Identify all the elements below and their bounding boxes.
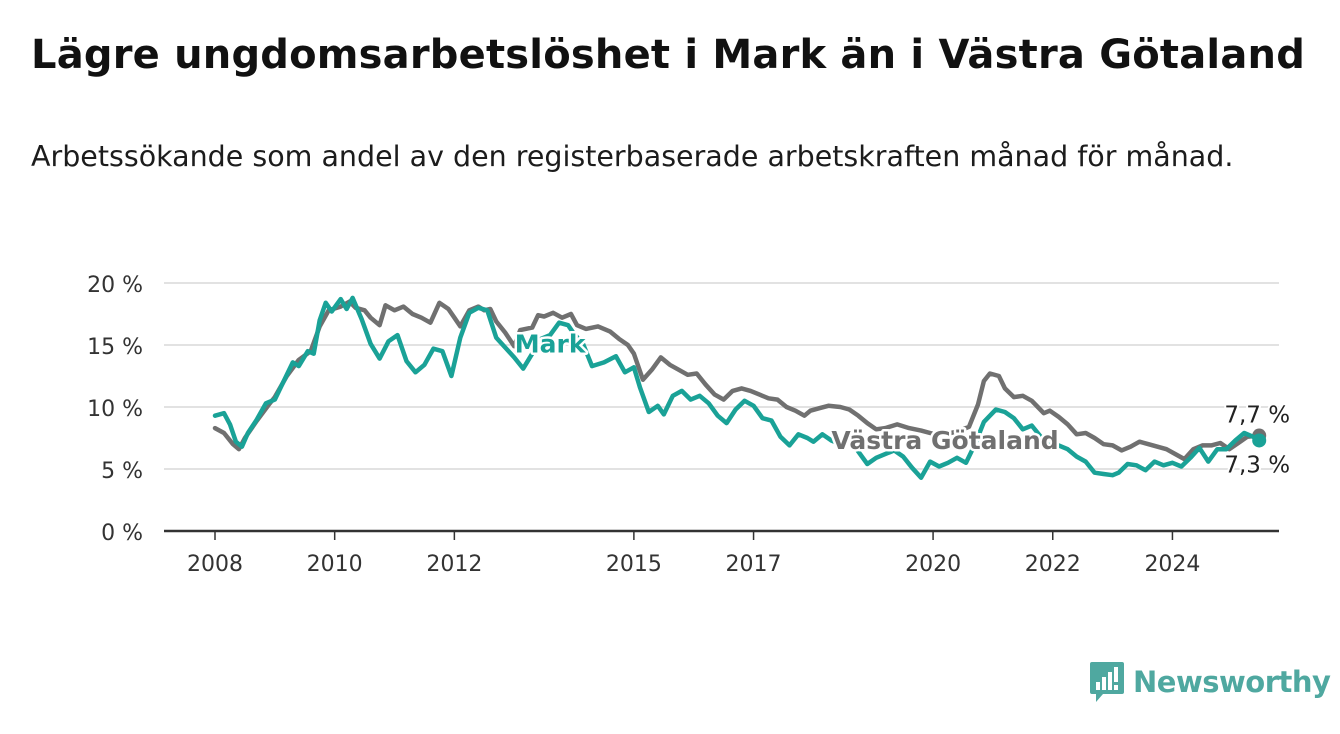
- logo-text: Newsworthy: [1133, 665, 1331, 699]
- x-tick-label: 2017: [726, 552, 782, 577]
- y-tick-label: 5 %: [101, 459, 143, 484]
- y-tick-label: 10 %: [87, 397, 143, 422]
- vastra-gotaland-series-label: Västra Götaland: [831, 426, 1058, 455]
- newsworthy-logo: Newsworthy: [1089, 660, 1331, 704]
- x-tick-label: 2022: [1025, 552, 1081, 577]
- x-tick-label: 2024: [1144, 552, 1200, 577]
- page-subtitle: Arbetssökande som andel av den registerb…: [31, 140, 1234, 173]
- mark-end-value-label: 7,3 %: [1224, 452, 1290, 478]
- y-tick-label: 0 %: [101, 521, 143, 546]
- x-tick-label: 2012: [426, 552, 482, 577]
- mark-series-label: Mark: [515, 329, 587, 358]
- axes: 0 % 5 % 10 % 15 % 20 % 2008 2010 2012 2015 2017 20…: [87, 273, 1279, 577]
- chart-labels: Mark Västra Götaland 7,7 % 7,3 %: [512, 327, 1292, 481]
- mark-end-point: [1252, 433, 1267, 448]
- page-title: Lägre ungdomsarbetslöshet i Mark än i Vä…: [31, 32, 1306, 78]
- x-tick-label: 2008: [187, 552, 243, 577]
- vastra-gotaland-end-value-label: 7,7 %: [1224, 403, 1290, 429]
- x-tick-label: 2010: [307, 552, 363, 577]
- x-tick-label: 2020: [905, 552, 961, 577]
- series-lines: [212, 295, 1267, 480]
- vastra-gotaland-series-line: [212, 299, 1262, 462]
- x-tick-label: 2015: [606, 552, 662, 577]
- y-tick-label: 15 %: [87, 335, 143, 360]
- bar-chart-badge-icon: [1090, 662, 1124, 702]
- mark-series-line: [212, 295, 1262, 480]
- y-tick-label: 20 %: [87, 273, 143, 298]
